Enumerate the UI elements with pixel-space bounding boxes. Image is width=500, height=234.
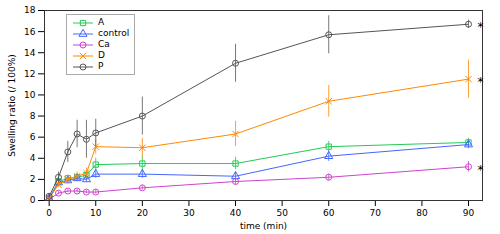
- svg-text:10: 10: [90, 208, 102, 218]
- svg-text:70: 70: [370, 208, 382, 218]
- html-text:A: A: [98, 17, 105, 27]
- svg-text:Swelling ratio (/ 100%): Swelling ratio (/ 100%): [7, 54, 17, 157]
- html-text:control: control: [98, 28, 130, 38]
- svg-text:80: 80: [416, 208, 428, 218]
- svg-text:12: 12: [24, 69, 35, 79]
- svg-text:8: 8: [30, 111, 36, 121]
- svg-text:60: 60: [323, 208, 335, 218]
- svg-text:*: *: [478, 163, 484, 177]
- svg-text:*: *: [478, 20, 484, 34]
- html-text:P: P: [98, 61, 104, 71]
- svg-text:50: 50: [276, 208, 288, 218]
- svg-text:20: 20: [137, 208, 149, 218]
- svg-text:90: 90: [463, 208, 475, 218]
- svg-text:16: 16: [24, 26, 36, 36]
- svg-text:10: 10: [24, 90, 36, 100]
- svg-text:30: 30: [183, 208, 195, 218]
- svg-text:0: 0: [46, 208, 52, 218]
- svg-text:time (min): time (min): [240, 221, 287, 231]
- svg-text:18: 18: [24, 5, 36, 15]
- svg-text:4: 4: [30, 153, 36, 163]
- svg-text:40: 40: [230, 208, 242, 218]
- svg-text:0: 0: [30, 195, 36, 205]
- svg-text:*: *: [478, 75, 484, 89]
- svg-text:6: 6: [30, 132, 36, 142]
- svg-text:14: 14: [24, 48, 36, 58]
- html-text:D: D: [98, 50, 105, 60]
- html-text:Ca: Ca: [98, 39, 110, 49]
- svg-text:2: 2: [30, 174, 36, 184]
